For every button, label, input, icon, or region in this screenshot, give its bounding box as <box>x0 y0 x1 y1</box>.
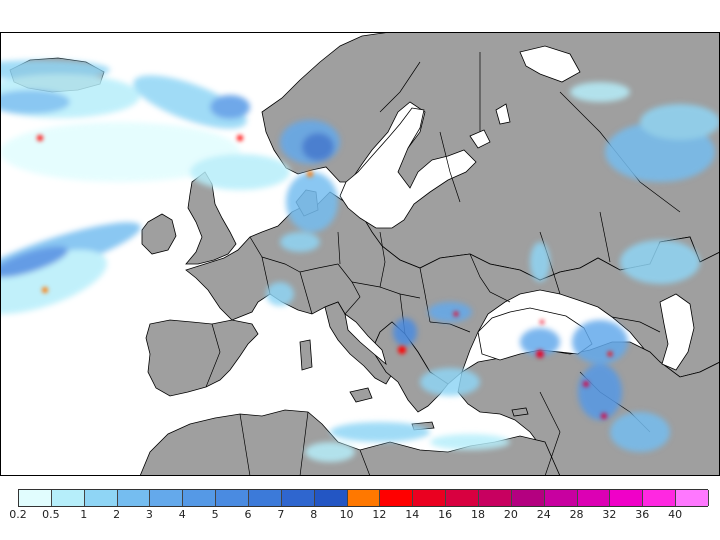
legend-tick-label: 6 <box>244 508 252 521</box>
legend-tick-label: 1 <box>80 508 88 521</box>
baltic-sea <box>339 107 477 229</box>
legend-tick-label: 28 <box>569 508 584 521</box>
legend-tick-label: 12 <box>372 508 387 521</box>
lake-onega <box>495 103 511 125</box>
legend-tick-label: 4 <box>178 508 186 521</box>
legend-tick-label: 5 <box>211 508 219 521</box>
legend-tick-label: 0.5 <box>42 508 60 521</box>
land-cyprus <box>511 407 529 417</box>
legend-tick-label: 32 <box>602 508 617 521</box>
legend-tick-label: 3 <box>145 508 153 521</box>
land-sicily <box>349 387 373 403</box>
land-north-africa <box>139 409 561 476</box>
legend-swatch <box>380 490 414 506</box>
precipitation-legend: 0.2 0.5 1 2 3 4 5 6 7 8 10 12 14 16 18 20 24 28 32 36 40 <box>0 486 720 526</box>
legend-tick-label: 20 <box>503 508 518 521</box>
legend-swatch <box>446 490 479 506</box>
legend-tick-label: 2 <box>113 508 121 521</box>
legend-swatch <box>216 490 249 506</box>
legend-tick-label: 18 <box>471 508 485 521</box>
legend-tick-label: 10 <box>339 508 354 521</box>
legend-swatch <box>610 490 644 506</box>
lake-ladoga <box>469 129 491 149</box>
legend-swatch <box>676 490 709 506</box>
legend-swatch <box>51 490 85 506</box>
legend-swatch <box>150 490 184 506</box>
legend-tick-label: 24 <box>536 508 551 521</box>
legend-swatch <box>281 490 315 506</box>
legend-swatch <box>643 490 677 506</box>
precipitation-overlay <box>0 60 720 462</box>
legend-swatch <box>577 490 611 506</box>
legend-swatch <box>314 490 348 506</box>
legend-swatch <box>347 490 381 506</box>
legend-tick-label: 7 <box>277 508 285 521</box>
precipitation-map <box>0 32 720 476</box>
legend-swatch <box>479 490 512 506</box>
land-great-britain <box>185 171 237 265</box>
legend-tick-label: 8 <box>310 508 318 521</box>
legend-tick-label: 40 <box>668 508 683 521</box>
legend-swatch <box>511 490 545 506</box>
map-canvas <box>0 32 720 476</box>
legend-swatch <box>84 490 118 506</box>
legend-tick-label: 16 <box>438 508 453 521</box>
land-ireland <box>141 213 177 255</box>
white-sea <box>519 45 581 83</box>
legend-color-bar <box>18 489 709 507</box>
caspian-sea <box>659 293 695 371</box>
legend-tick-label: 36 <box>635 508 650 521</box>
legend-swatch <box>413 490 447 506</box>
legend-swatch <box>183 490 217 506</box>
legend-tick-label: 0.2 <box>9 508 27 521</box>
adriatic-sea <box>344 313 387 366</box>
legend-swatch <box>544 490 578 506</box>
legend-swatch <box>117 490 151 506</box>
legend-swatch <box>19 490 52 506</box>
land-sardinia <box>299 339 313 371</box>
legend-tick-label: 14 <box>405 508 420 521</box>
legend-swatch <box>249 490 282 506</box>
